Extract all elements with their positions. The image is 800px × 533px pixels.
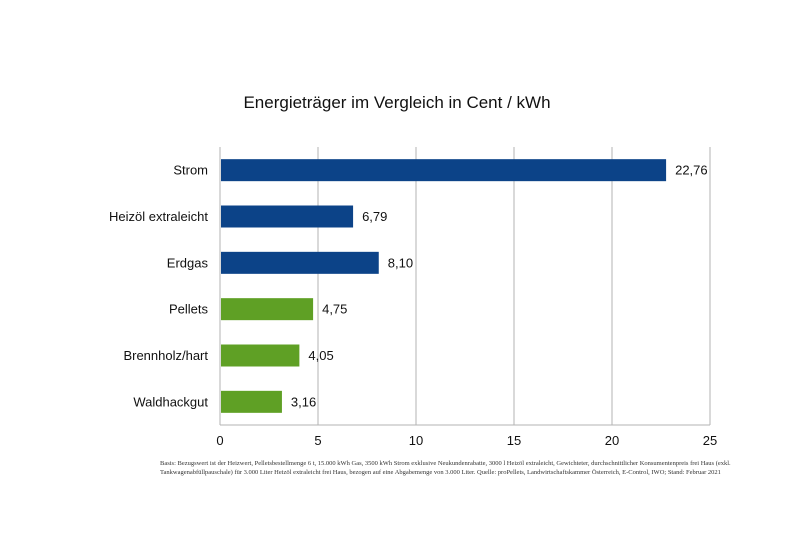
bars: Strom 22,76 Heizöl extraleicht 6,79 Erdgas 8,… bbox=[109, 159, 708, 413]
x-tick-label: 0 bbox=[216, 433, 223, 448]
category-label: Strom bbox=[173, 163, 208, 178]
x-tick-label: 5 bbox=[314, 433, 321, 448]
value-label: 6,79 bbox=[362, 209, 387, 224]
bar bbox=[221, 205, 354, 228]
category-label: Brennholz/hart bbox=[123, 348, 208, 363]
x-tick-label: 10 bbox=[409, 433, 423, 448]
bar bbox=[221, 390, 282, 413]
bar bbox=[221, 251, 379, 274]
grid-lines bbox=[317, 147, 711, 425]
bar bbox=[221, 159, 667, 182]
category-label: Erdgas bbox=[167, 255, 209, 270]
chart-title: Energieträger im Vergleich in Cent / kWh bbox=[243, 93, 550, 112]
value-label: 22,76 bbox=[675, 163, 708, 178]
value-label: 4,05 bbox=[308, 348, 333, 363]
category-label: Waldhackgut bbox=[133, 394, 208, 409]
x-tick-label: 15 bbox=[507, 433, 521, 448]
value-label: 3,16 bbox=[291, 394, 316, 409]
value-label: 8,10 bbox=[388, 255, 413, 270]
x-axis: 0 5 10 15 20 25 bbox=[216, 147, 717, 448]
x-tick-label: 20 bbox=[605, 433, 619, 448]
value-label: 4,75 bbox=[322, 302, 347, 317]
category-label: Pellets bbox=[169, 302, 209, 317]
bar bbox=[221, 298, 314, 321]
footnote: Basis: Bezugswert ist der Heizwert, Pell… bbox=[160, 460, 731, 476]
bar bbox=[221, 344, 300, 367]
x-tick-label: 25 bbox=[703, 433, 717, 448]
category-label: Heizöl extraleicht bbox=[109, 209, 208, 224]
